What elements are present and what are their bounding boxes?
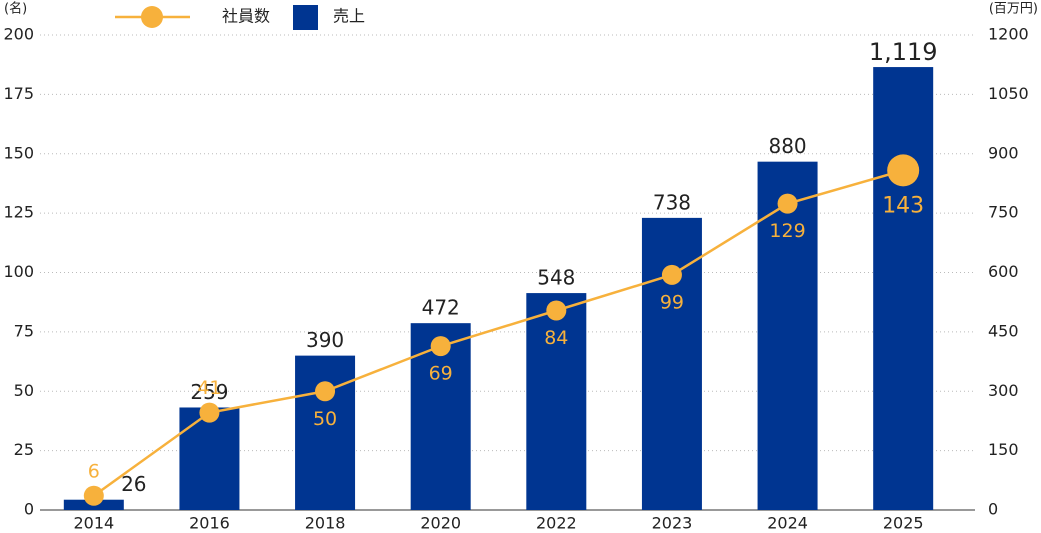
x-tick-label: 2016: [189, 514, 230, 533]
x-tick-label: 2023: [652, 514, 693, 533]
x-tick-label: 2022: [536, 514, 577, 533]
y-tick-label: 175: [3, 84, 34, 103]
line: [93, 169, 904, 497]
line-value-label: 84: [544, 327, 568, 349]
line-point: [430, 336, 451, 357]
y-tick-label: 200: [3, 25, 34, 44]
line-value-label: 50: [313, 408, 337, 430]
line-point: [661, 264, 682, 285]
line-point: [199, 402, 220, 423]
y2-tick-label: 600: [988, 262, 1019, 281]
bar: [179, 407, 240, 510]
legend-marker: [293, 5, 318, 30]
legend-label: 社員数: [222, 7, 270, 26]
bar-value-label: 738: [653, 190, 691, 214]
x-tick-label: 2024: [767, 514, 808, 533]
line-point: [887, 154, 920, 187]
line-value-label: 41: [197, 377, 221, 399]
bar-value-label: 1,119: [869, 38, 938, 66]
y2-tick-label: 450: [988, 321, 1019, 340]
bar: [526, 293, 587, 510]
y2-tick-label: 150: [988, 440, 1019, 459]
bar-value-label: 26: [121, 472, 146, 496]
line-value-label: 6: [88, 460, 100, 482]
line-value-label: 129: [769, 220, 805, 242]
x-tick-label: 2020: [420, 514, 461, 533]
y2-axis-unit: (百万円): [989, 2, 1038, 17]
x-tick-label: 2018: [305, 514, 346, 533]
x-tick-label: 2014: [73, 514, 114, 533]
x-tick-label: 2025: [883, 514, 924, 533]
y-tick-label: 25: [14, 440, 34, 459]
y-tick-label: 75: [14, 321, 34, 340]
line-value-label: 99: [660, 291, 684, 313]
y-tick-label: 100: [3, 262, 34, 281]
legend-marker: [141, 6, 163, 28]
bar-value-label: 472: [422, 296, 460, 320]
line-value-label: 143: [882, 193, 924, 218]
y-tick-label: 150: [3, 143, 34, 162]
line-value-label: 69: [429, 363, 453, 385]
y-axis-unit: (名): [4, 1, 27, 17]
bar: [295, 355, 356, 510]
bar-value-label: 259: [190, 380, 228, 404]
y2-tick-label: 0: [988, 500, 998, 519]
y2-tick-label: 1200: [988, 25, 1029, 44]
bar-value-label: 548: [537, 266, 575, 290]
bar-value-label: 390: [306, 328, 344, 352]
line-point: [83, 485, 104, 506]
y-tick-label: 0: [24, 500, 34, 519]
y-tick-label: 125: [3, 203, 34, 222]
legend-label: 売上: [333, 7, 365, 26]
bar: [873, 67, 934, 510]
bar-value-label: 880: [768, 134, 806, 158]
bar: [757, 161, 818, 510]
line-point: [315, 381, 336, 402]
y2-tick-label: 1050: [988, 84, 1029, 103]
y2-tick-label: 300: [988, 381, 1019, 400]
y2-tick-label: 900: [988, 143, 1019, 162]
line-point: [777, 193, 798, 214]
line-point: [546, 300, 567, 321]
y2-tick-label: 750: [988, 203, 1019, 222]
y-tick-label: 50: [14, 381, 34, 400]
